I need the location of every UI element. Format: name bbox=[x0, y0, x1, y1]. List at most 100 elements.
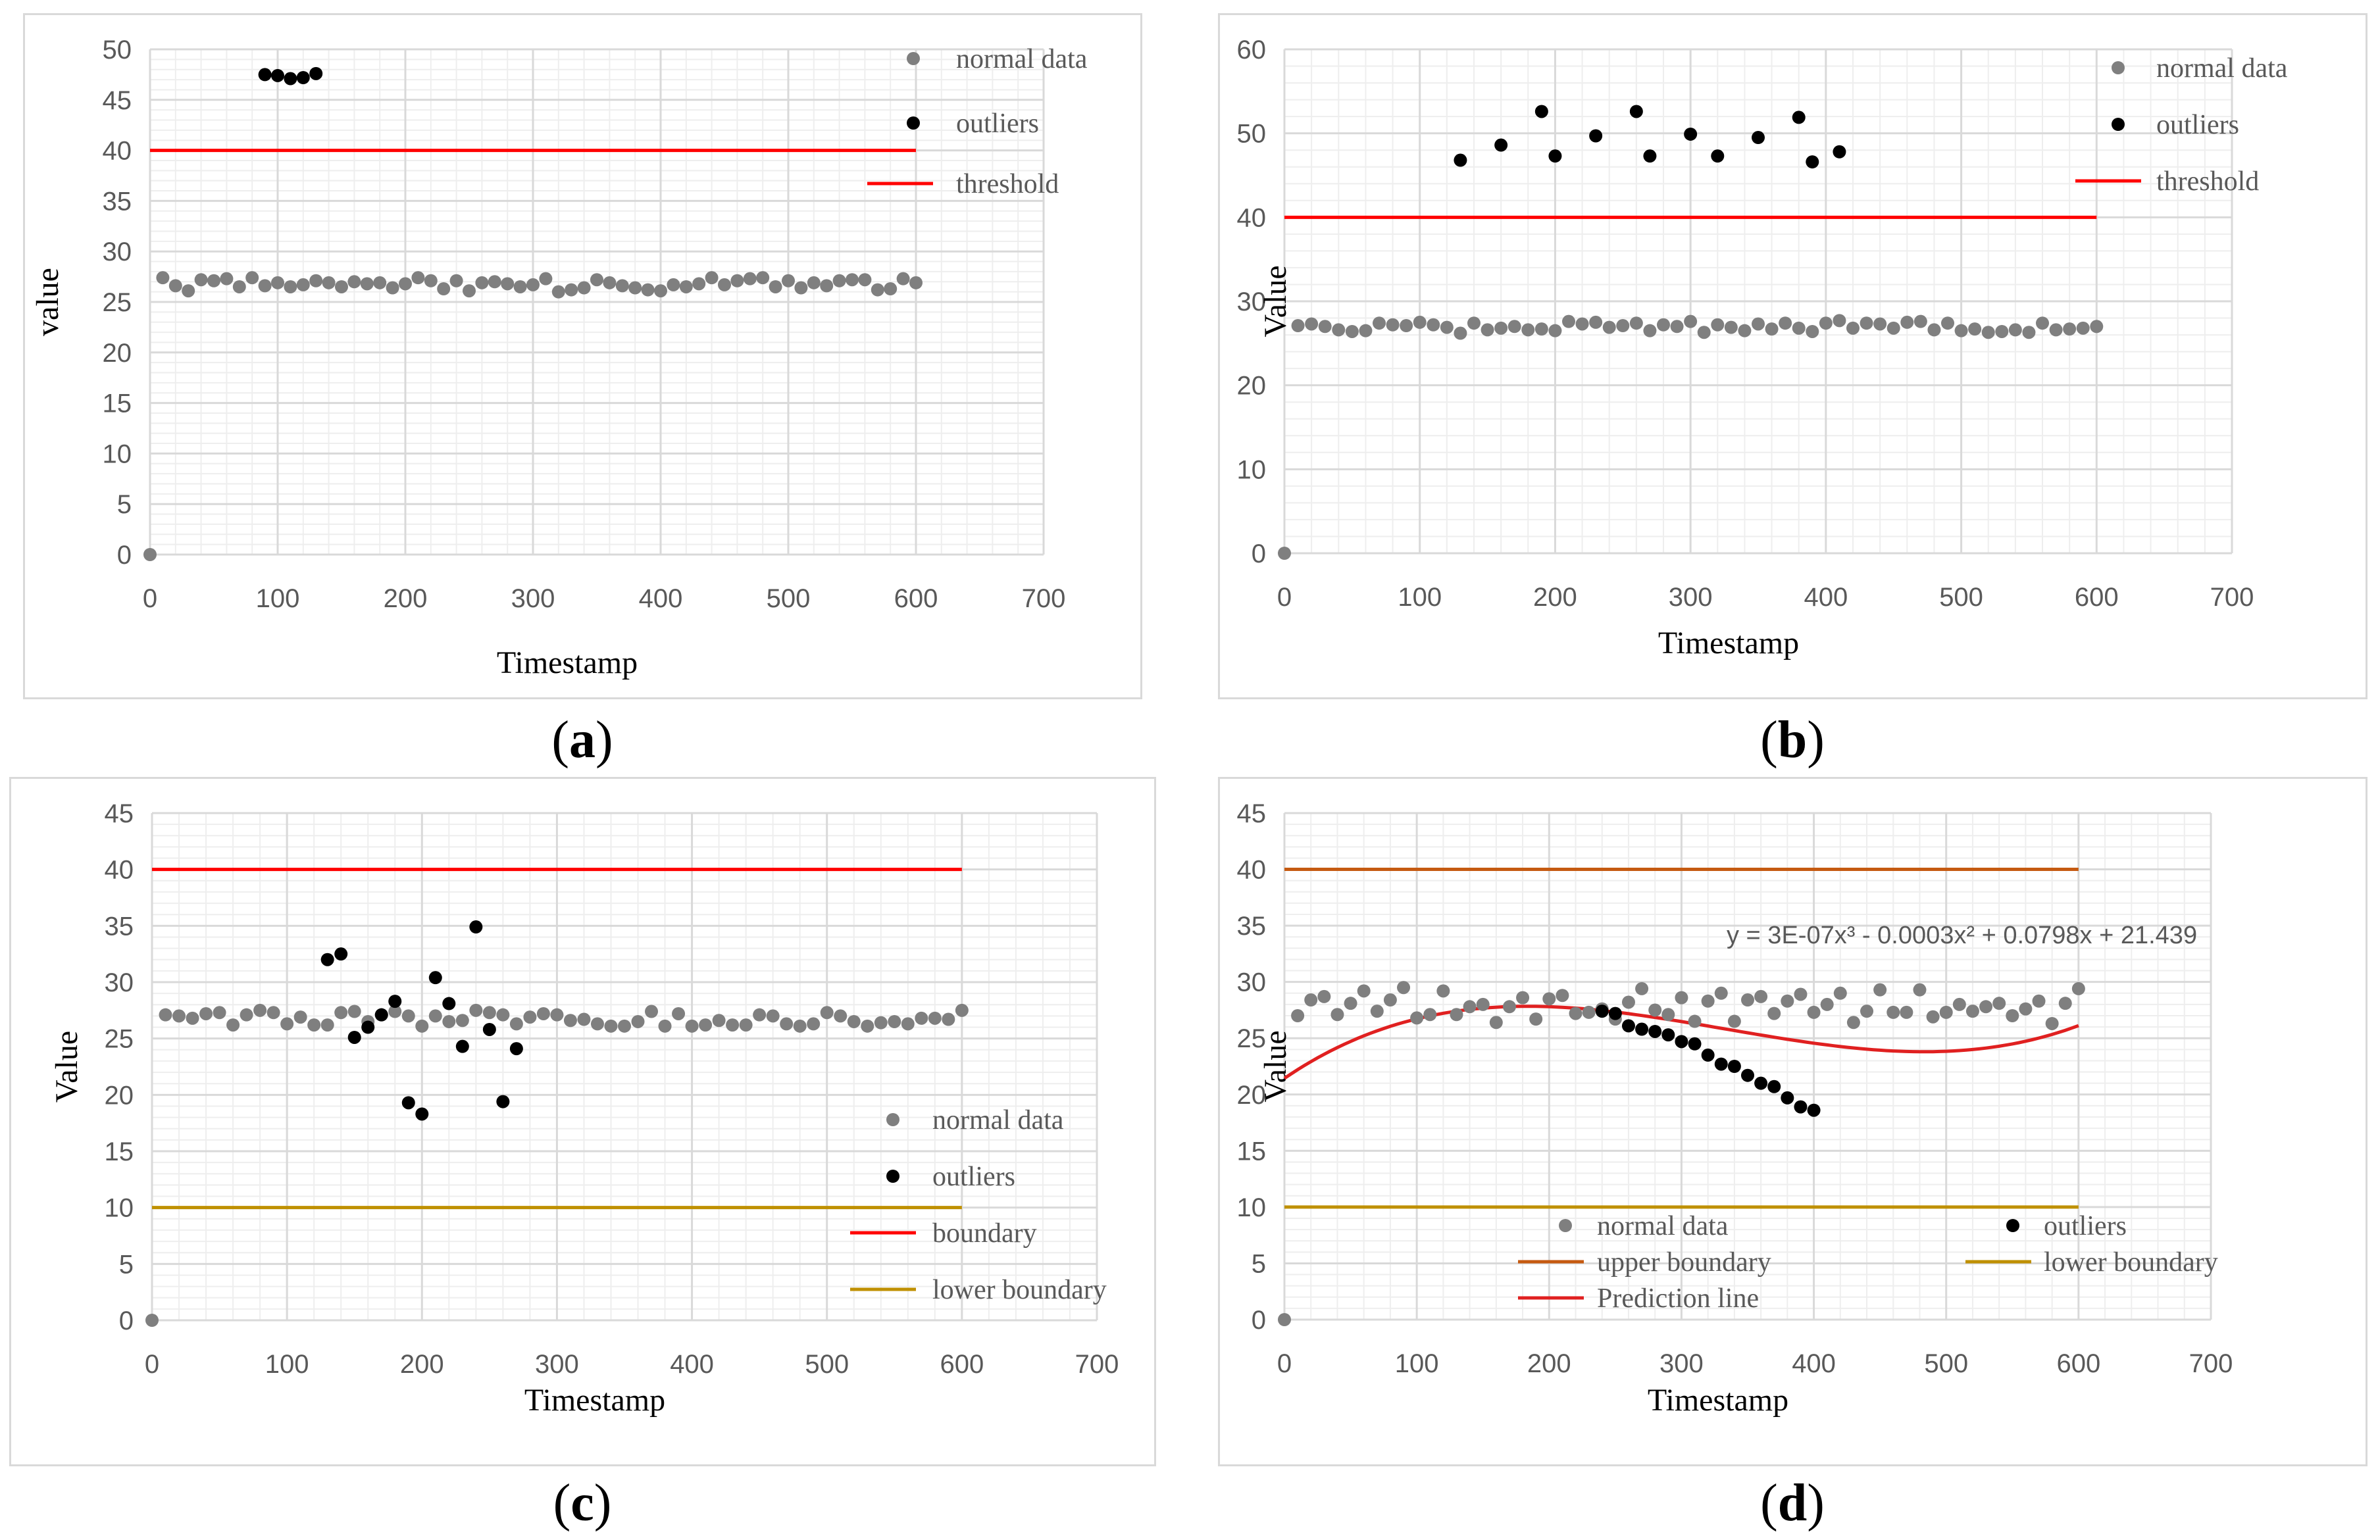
normal-data-point bbox=[692, 277, 706, 291]
normal-data-point bbox=[1657, 318, 1670, 332]
x-tick-label: 100 bbox=[1395, 1349, 1439, 1378]
x-tick-label: 300 bbox=[1669, 583, 1713, 612]
normal-data-point bbox=[1992, 997, 2006, 1010]
normal-data-point bbox=[1873, 317, 1887, 331]
normal-data-point bbox=[1463, 1000, 1477, 1014]
outliers-point bbox=[1741, 1068, 1754, 1082]
normal-data-point bbox=[1357, 984, 1371, 998]
normal-data-point bbox=[1427, 318, 1440, 332]
normal-data-point bbox=[1819, 316, 1833, 330]
x-tick-label: 500 bbox=[805, 1350, 849, 1379]
outliers-point bbox=[1833, 145, 1846, 159]
normal-data-point bbox=[1727, 1014, 1741, 1028]
y-tick-label: 45 bbox=[1237, 799, 1267, 828]
outliers-point bbox=[1635, 1022, 1649, 1036]
normal-data-point bbox=[618, 1019, 631, 1033]
normal-data-point bbox=[428, 1009, 442, 1023]
y-tick-label: 20 bbox=[105, 1081, 134, 1110]
normal-data-point bbox=[207, 274, 220, 287]
x-tick-label: 500 bbox=[767, 584, 811, 613]
normal-data-point bbox=[896, 272, 910, 286]
normal-data-point bbox=[1386, 318, 1400, 332]
normal-data-point bbox=[1927, 323, 1941, 337]
caption-b: (b) bbox=[1760, 711, 1825, 769]
normal-data-point bbox=[1332, 323, 1346, 337]
normal-data-point bbox=[1675, 991, 1688, 1005]
y-tick-label: 5 bbox=[1252, 1249, 1266, 1278]
outliers-point bbox=[1589, 129, 1603, 143]
normal-data-point bbox=[769, 280, 782, 293]
y-tick-label: 30 bbox=[103, 237, 132, 266]
normal-data-point bbox=[1359, 324, 1373, 337]
y-tick-label: 0 bbox=[117, 541, 132, 570]
normal-data-point bbox=[861, 1019, 874, 1033]
normal-data-point bbox=[194, 273, 208, 287]
normal-data-point bbox=[1724, 320, 1738, 334]
normal-data-point bbox=[168, 279, 182, 293]
normal-data-point bbox=[258, 279, 272, 293]
outliers-point bbox=[1727, 1060, 1741, 1073]
normal-data-point bbox=[1670, 320, 1684, 334]
outliers-point bbox=[374, 1008, 388, 1022]
x-axis-title: Timestamp bbox=[1648, 1383, 1788, 1418]
normal-data-point bbox=[1846, 1016, 1860, 1030]
normal-data-point bbox=[550, 1008, 564, 1022]
y-axis-title: value bbox=[30, 268, 65, 336]
legend-marker bbox=[886, 1170, 899, 1183]
legend-marker bbox=[1559, 1219, 1572, 1232]
y-tick-label: 25 bbox=[103, 288, 132, 317]
normal-data-point bbox=[915, 1011, 928, 1025]
normal-data-point bbox=[1635, 981, 1649, 995]
normal-data-point bbox=[1534, 322, 1548, 336]
normal-data-point bbox=[604, 1019, 618, 1033]
normal-data-point bbox=[679, 280, 693, 293]
outliers-point bbox=[1595, 1005, 1609, 1018]
outliers-point bbox=[1608, 1006, 1622, 1020]
x-tick-label: 700 bbox=[2210, 583, 2254, 612]
normal-data-point bbox=[1373, 316, 1386, 330]
normal-data-point bbox=[1741, 993, 1754, 1007]
x-tick-label: 700 bbox=[1022, 584, 1066, 613]
normal-data-point bbox=[1806, 324, 1819, 338]
outliers-point bbox=[1494, 138, 1508, 152]
normal-data-point bbox=[551, 285, 565, 299]
x-tick-label: 300 bbox=[511, 584, 555, 613]
normal-data-point bbox=[1926, 1010, 1940, 1024]
normal-data-point bbox=[1913, 983, 1927, 997]
normal-data-point bbox=[388, 1005, 402, 1018]
x-tick-label: 0 bbox=[143, 584, 157, 613]
normal-data-point bbox=[1413, 315, 1427, 329]
normal-data-point bbox=[1648, 1003, 1662, 1017]
normal-data-point bbox=[1939, 1005, 1953, 1019]
y-tick-label: 45 bbox=[105, 799, 134, 828]
y-tick-label: 30 bbox=[1237, 968, 1267, 997]
normal-data-point bbox=[1345, 324, 1359, 338]
normal-data-point bbox=[1913, 314, 1927, 328]
normal-data-point bbox=[226, 1018, 240, 1032]
normal-data-point bbox=[2058, 997, 2072, 1010]
normal-data-point bbox=[1291, 319, 1305, 333]
outliers-point bbox=[1661, 1028, 1675, 1042]
outliers-point bbox=[1781, 1091, 1794, 1105]
normal-data-point bbox=[1489, 1016, 1503, 1030]
outliers-point bbox=[455, 1039, 469, 1053]
normal-data-point bbox=[360, 277, 374, 291]
normal-data-point bbox=[1621, 995, 1635, 1009]
x-tick-label: 400 bbox=[1792, 1349, 1836, 1378]
y-tick-label: 30 bbox=[1237, 287, 1267, 316]
normal-data-point bbox=[2019, 1002, 2033, 1016]
normal-data-point bbox=[846, 273, 859, 287]
outliers-point bbox=[1675, 1035, 1688, 1049]
normal-data-point bbox=[296, 278, 310, 291]
normal-data-point bbox=[488, 275, 501, 289]
normal-data-point bbox=[874, 1016, 888, 1030]
outliers-point bbox=[1688, 1037, 1702, 1051]
outliers-point bbox=[415, 1107, 429, 1121]
y-tick-label: 40 bbox=[1237, 856, 1267, 885]
normal-data-point bbox=[1589, 315, 1603, 329]
normal-data-point bbox=[284, 280, 297, 293]
normal-data-point bbox=[213, 1006, 226, 1020]
normal-data-point bbox=[373, 276, 387, 289]
normal-data-point bbox=[1792, 321, 1806, 335]
